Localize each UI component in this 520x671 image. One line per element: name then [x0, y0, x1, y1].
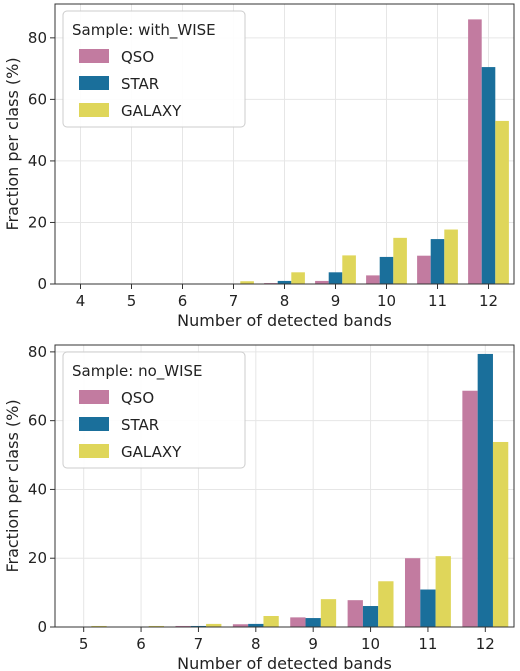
legend-swatch-galaxy [79, 444, 109, 458]
bar-qso-10 [366, 275, 380, 284]
bar-galaxy-11 [435, 556, 451, 627]
y-tick-label: 80 [28, 343, 47, 361]
x-tick-label: 9 [331, 292, 341, 310]
bar-galaxy-11 [444, 229, 458, 284]
bar-star-9 [305, 618, 321, 627]
bar-galaxy-9 [342, 255, 356, 284]
bar-star-11 [430, 239, 445, 284]
x-axis-label: Number of detected bands [177, 654, 392, 671]
bar-star-12 [481, 67, 496, 284]
bar-qso-11 [417, 255, 431, 284]
bar-galaxy-8 [291, 272, 305, 284]
bar-star-10 [379, 256, 394, 284]
y-tick-label: 20 [28, 213, 47, 231]
x-tick-label: 8 [280, 292, 290, 310]
x-tick-label: 7 [194, 635, 204, 653]
chart-panel-2: 0 20 40 60 80 5 6 7 8 9 10 11 12 Number of detected b… [3, 343, 515, 671]
plot-frame [54, 344, 515, 628]
bar-galaxy-7 [240, 281, 254, 284]
bar-galaxy-8 [263, 615, 279, 627]
legend-label-galaxy: GALAXY [121, 102, 182, 120]
y-axis-label: Fraction per class (%) [3, 399, 22, 572]
y-tick-label: 40 [28, 480, 47, 498]
y-tick-label: 40 [28, 152, 47, 170]
legend-label-star: STAR [121, 416, 159, 434]
x-tick-label: 6 [136, 635, 146, 653]
bar-qso-12 [462, 390, 478, 627]
legend-swatch-star [79, 417, 109, 431]
y-tick-label: 80 [28, 29, 47, 47]
x-tick-label: 5 [127, 292, 137, 310]
bar-star-8 [277, 280, 292, 284]
legend: Sample: with_WISE QSO STAR GALAXY [62, 10, 246, 128]
x-tick-label: 11 [428, 292, 447, 310]
x-tick-label: 4 [76, 292, 86, 310]
bar-qso-12 [468, 19, 482, 285]
legend-swatch-galaxy [79, 103, 109, 117]
y-axis-label: Fraction per class (%) [3, 57, 22, 230]
bar-star-8 [248, 623, 264, 627]
bar-star-12 [477, 353, 493, 627]
x-tick-label: 7 [229, 292, 239, 310]
bar-galaxy-12 [495, 120, 509, 284]
legend-label-qso: QSO [121, 48, 154, 66]
legend-box [62, 10, 246, 128]
legend-label-qso: QSO [121, 389, 154, 407]
bar-qso-7 [175, 625, 191, 627]
y-tick-label: 20 [28, 549, 47, 567]
bar-galaxy-5 [91, 625, 107, 627]
bar-star-10 [362, 606, 379, 627]
legend-swatch-star [79, 76, 109, 90]
legend-title: Sample: no_WISE [72, 362, 203, 381]
bar-qso-8 [232, 624, 249, 627]
x-tick-label: 11 [418, 635, 437, 653]
legend-label-star: STAR [121, 75, 159, 93]
bar-qso-11 [404, 558, 421, 627]
x-axis-label: Number of detected bands [177, 311, 392, 330]
legend-title: Sample: with_WISE [72, 21, 216, 40]
y-tick-label: 60 [28, 412, 47, 430]
x-tick-label: 10 [377, 292, 396, 310]
bar-star-9 [328, 272, 343, 284]
bar-galaxy-7 [206, 623, 222, 627]
bar-galaxy-9 [320, 599, 337, 627]
x-tick-label: 6 [178, 292, 188, 310]
legend: Sample: no_WISE QSO STAR GALAXY [62, 351, 246, 469]
bar-qso-10 [347, 600, 363, 627]
x-tick-label: 12 [479, 292, 498, 310]
bar-star-7 [190, 625, 207, 627]
bar-galaxy-10 [393, 237, 407, 284]
bar-galaxy-12 [492, 441, 509, 627]
x-tick-label: 9 [308, 635, 318, 653]
legend-swatch-qso [79, 390, 109, 404]
legend-label-galaxy: GALAXY [121, 443, 182, 461]
x-tick-label: 5 [79, 635, 89, 653]
x-tick-label: 8 [251, 635, 261, 653]
legend-box [62, 351, 246, 469]
x-tick-label: 12 [476, 635, 495, 653]
bar-qso-9 [315, 280, 329, 284]
y-tick-label: 0 [37, 275, 47, 293]
bar-qso-9 [290, 617, 306, 627]
bar-galaxy-10 [378, 581, 394, 627]
bar-galaxy-6 [148, 625, 165, 627]
y-tick-label: 0 [37, 618, 47, 636]
x-tick-label: 10 [361, 635, 380, 653]
bar-star-11 [420, 589, 436, 627]
legend-swatch-qso [79, 49, 109, 63]
y-tick-label: 60 [28, 90, 47, 108]
chart-panel-1: 0 20 40 60 80 4 5 6 7 8 9 10 11 12 Number of detected … [3, 3, 515, 330]
